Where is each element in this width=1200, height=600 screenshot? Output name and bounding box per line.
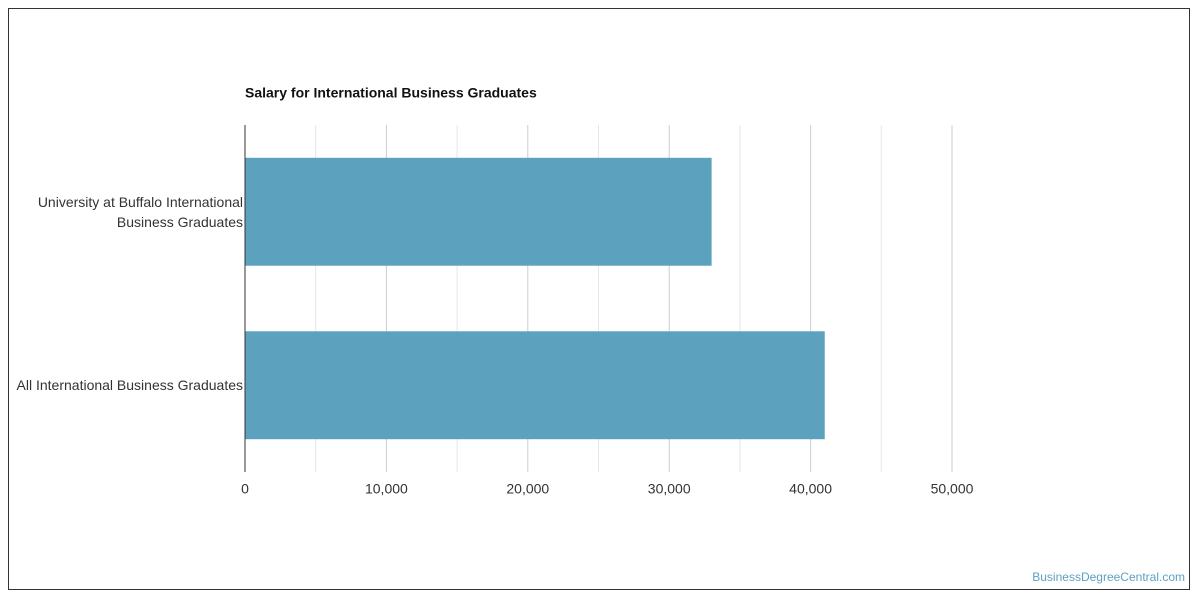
chart-title: Salary for International Business Gradua…: [245, 85, 537, 101]
y-tick-label: All International Business Graduates: [16, 377, 243, 394]
x-tick-label: 30,000: [648, 481, 691, 497]
frame: [8, 8, 1190, 590]
x-tick-label: 10,000: [365, 481, 408, 497]
bar: [245, 331, 825, 440]
x-tick-label: 20,000: [506, 481, 549, 497]
x-tick-label: 40,000: [789, 481, 832, 497]
x-tick-label: 0: [241, 481, 249, 497]
watermark: BusinessDegreeCentral.com: [1032, 570, 1185, 584]
bar: [245, 157, 712, 266]
x-tick-label: 50,000: [931, 481, 974, 497]
y-tick-label: University at Buffalo International Busi…: [37, 193, 243, 230]
